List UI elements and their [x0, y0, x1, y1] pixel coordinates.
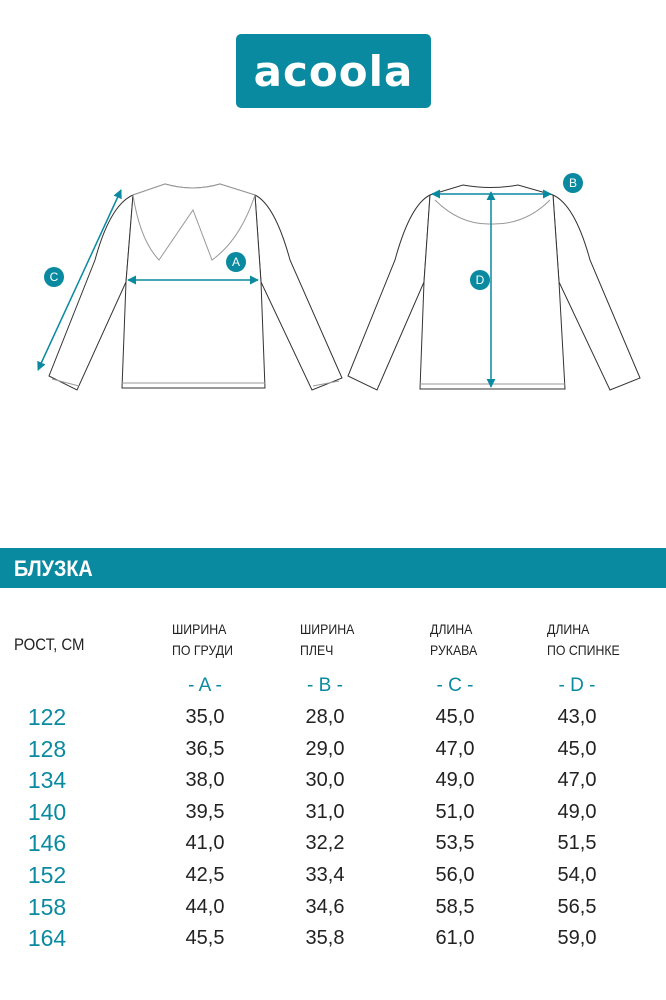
- column-header-line2: ПО ГРУДИ: [172, 642, 233, 658]
- page-title: БЛУЗКА: [14, 556, 93, 581]
- back-right-sleeve: [552, 194, 641, 391]
- column-header: ДЛИНА ПО СПИНКЕ: [547, 619, 620, 661]
- value-cell: 59,0: [557, 927, 597, 950]
- value-cell: 45,0: [435, 706, 475, 728]
- value-cell: 56,0: [435, 864, 475, 886]
- height-cell: 146: [27, 830, 67, 857]
- value-cell: 53,5: [435, 832, 475, 855]
- value-cell: 28,0: [305, 706, 345, 728]
- value-cell: 47,0: [557, 769, 597, 792]
- height-cell: 122: [27, 704, 67, 730]
- column-header-line1: ДЛИНА: [547, 621, 590, 637]
- back-body: [419, 184, 566, 390]
- height-cell: 158: [27, 893, 67, 920]
- value-cell: 49,0: [557, 800, 597, 823]
- front-left-sleeve: [48, 194, 134, 391]
- value-cell: 45,5: [185, 927, 225, 950]
- column-header: ШИРИНА ПО ГРУДИ: [172, 619, 233, 661]
- front-view: [48, 183, 343, 391]
- value-cell: 41,0: [185, 832, 225, 855]
- logo-text: acoola: [253, 46, 414, 96]
- garment-diagram: A C B D: [37, 173, 641, 391]
- front-right-sleeve: [254, 194, 343, 391]
- title-bar: БЛУЗКА: [0, 548, 666, 588]
- row-header: РОСТ, СМ: [14, 635, 85, 654]
- value-cell: 29,0: [305, 737, 345, 760]
- value-cell: 31,0: [305, 800, 345, 823]
- value-cell: 56,5: [557, 895, 597, 918]
- height-cell: 140: [27, 798, 67, 825]
- column-header-line2: РУКАВА: [430, 642, 478, 658]
- value-cell: 39,5: [185, 800, 225, 823]
- height-cell: 128: [27, 735, 67, 762]
- back-left-sleeve: [347, 194, 431, 391]
- value-cell: 33,4: [305, 864, 345, 886]
- value-cell: 36,5: [185, 737, 225, 760]
- column-header-line2: ПО СПИНКЕ: [547, 642, 620, 658]
- front-collar: [132, 183, 256, 261]
- value-cell: 32,2: [305, 832, 345, 855]
- value-cell: 45,0: [557, 737, 597, 760]
- label-a: A: [232, 255, 240, 269]
- measure-c-arrow: [37, 189, 122, 371]
- label-b: B: [569, 176, 577, 190]
- height-cell: 134: [27, 767, 67, 794]
- value-cell: 34,6: [305, 895, 345, 918]
- column-letter: - A -: [188, 675, 222, 696]
- column-header-line2: ПЛЕЧ: [300, 642, 334, 658]
- back-view: [347, 184, 641, 391]
- column-header: ДЛИНА РУКАВА: [430, 619, 477, 661]
- column-letter: - C -: [436, 675, 474, 696]
- value-cell: 35,8: [305, 927, 345, 950]
- label-c: C: [50, 270, 59, 284]
- column-letter: - D -: [558, 675, 596, 696]
- value-cell: 43,0: [557, 706, 597, 728]
- value-cell: 38,0: [185, 769, 225, 792]
- column-header-line1: ШИРИНА: [172, 621, 227, 637]
- label-d: D: [476, 273, 485, 287]
- value-cell: 30,0: [305, 769, 345, 792]
- value-cell: 49,0: [435, 769, 475, 792]
- value-cell: 51,5: [557, 832, 597, 855]
- value-cell: 54,0: [557, 864, 597, 886]
- column-header-line1: ДЛИНА: [430, 621, 473, 637]
- value-cell: 42,5: [185, 864, 225, 886]
- value-cell: 51,0: [435, 800, 475, 823]
- column-header: ШИРИНА ПЛЕЧ: [300, 619, 354, 661]
- value-cell: 35,0: [185, 706, 225, 728]
- brand-logo: acoola: [236, 34, 431, 108]
- value-cell: 44,0: [185, 895, 225, 918]
- height-cell: 164: [27, 925, 67, 952]
- height-cell: 152: [27, 862, 67, 888]
- value-cell: 61,0: [435, 927, 475, 950]
- value-cell: 58,5: [435, 895, 475, 918]
- value-cell: 47,0: [435, 737, 475, 760]
- column-header-line1: ШИРИНА: [300, 621, 355, 637]
- column-letter: - B -: [307, 675, 343, 696]
